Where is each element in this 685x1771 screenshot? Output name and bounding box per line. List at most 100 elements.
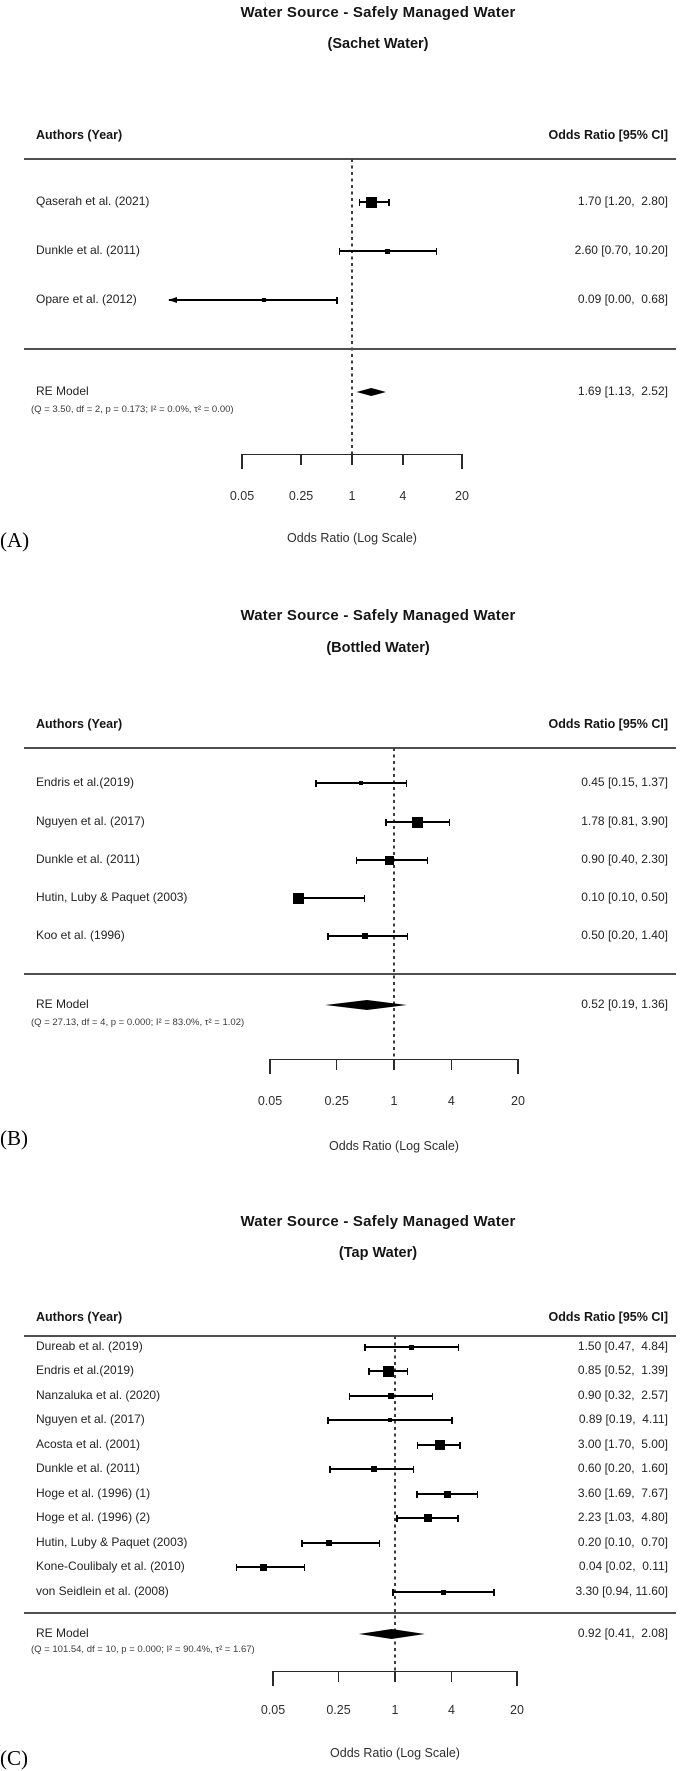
re-model-value: 1.69 [1.13, 2.52] — [577, 384, 668, 398]
x-axis-label: Odds Ratio (Log Scale) — [329, 1139, 459, 1153]
study-author-label: Hoge et al. (1996) (1) — [36, 1486, 151, 1500]
x-axis-tick-label: 4 — [447, 1703, 455, 1717]
ci-arrow-left — [168, 296, 178, 303]
x-axis-label: Odds Ratio (Log Scale) — [287, 531, 417, 545]
reference-line-or-1 — [394, 1336, 396, 1671]
re-model-value: 0.52 [0.19, 1.36] — [581, 997, 668, 1011]
header-rule — [24, 747, 676, 749]
study-author-label: Dunkle et al. (2011) — [36, 852, 140, 866]
panel-title: Water Source - Safely Managed Water — [240, 607, 516, 624]
or-value-label: 0.90 [0.40, 2.30] — [581, 852, 668, 866]
forest-panel-c: Water Source - Safely Managed Water (Tap… — [0, 1195, 685, 1771]
summary-rule — [24, 1612, 676, 1614]
ci-whisker — [169, 299, 338, 301]
x-axis-label: Odds Ratio (Log Scale) — [330, 1746, 460, 1760]
ci-cap-high — [303, 1563, 306, 1571]
re-model-diamond — [356, 388, 386, 396]
ci-cap-low — [315, 779, 317, 787]
point-estimate-marker — [382, 1365, 394, 1377]
study-author-label: Opare et al. (2012) — [36, 292, 137, 306]
ci-cap-high — [476, 1490, 478, 1498]
column-header-authors: Authors (Year) — [36, 1310, 123, 1324]
or-value-label: 0.20 [0.10, 0.70] — [577, 1535, 668, 1549]
study-author-label: Dunkle et al. (2011) — [36, 1461, 140, 1475]
ci-cap-high — [459, 1441, 461, 1449]
study-author-label: Dunkle et al. (2011) — [36, 243, 140, 257]
x-axis-tick-label: 1 — [348, 489, 356, 503]
re-model-label: RE Model — [36, 1626, 89, 1640]
panel-subtitle: (Sachet Water) — [327, 36, 429, 52]
forest-panel-b: Water Source - Safely Managed Water (Bot… — [0, 560, 685, 1195]
ci-cap-low — [327, 932, 329, 940]
ci-cap-low — [327, 1416, 329, 1424]
header-rule — [24, 1335, 676, 1337]
study-author-label: Hutin, Luby & Paquet (2003) — [36, 890, 188, 904]
ci-cap-high — [336, 296, 338, 304]
x-axis-tick — [241, 454, 243, 469]
x-axis-tick — [402, 454, 404, 465]
study-author-label: Nguyen et al. (2017) — [36, 814, 145, 828]
or-value-label: 0.60 [0.20, 1.60] — [577, 1461, 668, 1475]
ci-cap-low — [396, 1514, 398, 1522]
re-model-stats: (Q = 27.13, df = 4, p = 0.000; I² = 83.0… — [31, 1017, 245, 1028]
ci-cap-low — [358, 198, 361, 206]
x-axis-tick — [269, 1059, 271, 1074]
ci-cap-high — [412, 1465, 415, 1473]
point-estimate-marker — [423, 1514, 432, 1522]
ci-whisker — [235, 1566, 306, 1568]
point-estimate-marker — [358, 781, 363, 785]
ci-whisker — [301, 1542, 381, 1544]
point-estimate-marker — [443, 1490, 451, 1498]
re-model-diamond — [325, 1000, 407, 1010]
reference-line-or-1 — [393, 748, 395, 1059]
column-header-authors: Authors (Year) — [36, 128, 123, 142]
or-value-label: 0.85 [0.52, 1.39] — [577, 1363, 668, 1377]
x-axis-tick-label: 4 — [399, 489, 407, 503]
point-estimate-marker — [412, 816, 424, 828]
study-author-label: Koo et al. (1996) — [36, 928, 125, 942]
reference-line-or-1 — [351, 159, 353, 454]
study-author-label: Qaserah et al. (2021) — [36, 194, 150, 208]
ci-cap-high — [457, 1514, 459, 1522]
study-author-label: Dureab et al. (2019) — [36, 1339, 143, 1353]
x-axis-tick-label: 1 — [390, 1094, 398, 1108]
x-axis-tick — [450, 1059, 453, 1070]
ci-cap-low — [416, 1441, 418, 1449]
x-axis-tick-label: 0.25 — [288, 489, 314, 503]
panel-subtitle: (Tap Water) — [338, 1245, 418, 1261]
or-value-label: 2.23 [1.03, 4.80] — [577, 1510, 668, 1524]
x-axis-tick-label: 0.25 — [326, 1703, 351, 1717]
summary-rule — [24, 973, 676, 975]
study-author-label: Kone-Coulibaly et al. (2010) — [36, 1559, 185, 1573]
ci-cap-low — [301, 1539, 303, 1547]
or-value-label: 0.10 [0.10, 0.50] — [581, 890, 668, 904]
panel-subtitle: (Bottled Water) — [326, 640, 430, 656]
forest-panel-a: Water Source - Safely Managed Water (Sac… — [0, 0, 685, 560]
or-value-label: 3.00 [1.70, 5.00] — [577, 1437, 668, 1451]
x-axis-tick-label: 1 — [391, 1703, 399, 1717]
study-author-label: Hutin, Luby & Paquet (2003) — [36, 1535, 188, 1549]
or-value-label: 2.60 [0.70, 10.20] — [574, 243, 668, 257]
re-model-label: RE Model — [36, 997, 89, 1011]
x-axis-tick — [335, 1059, 338, 1070]
study-author-label: von Seidlein et al. (2008) — [36, 1584, 169, 1598]
panel-title: Water Source - Safely Managed Water — [240, 4, 516, 21]
point-estimate-marker — [387, 1393, 394, 1399]
column-header-odds-ratio: Odds Ratio [95% CI] — [548, 717, 668, 731]
or-value-label: 3.30 [0.94, 11.60] — [575, 1584, 668, 1598]
ci-cap-high — [448, 818, 451, 826]
x-axis-tick-label: 4 — [447, 1094, 455, 1108]
summary-rule — [24, 348, 676, 350]
column-header-odds-ratio: Odds Ratio [95% CI] — [548, 1310, 668, 1324]
x-axis-tick — [272, 1671, 274, 1686]
or-value-label: 0.90 [0.32, 2.57] — [577, 1388, 668, 1402]
x-axis-tick — [337, 1671, 340, 1682]
ci-cap-low — [235, 1563, 238, 1571]
or-value-label: 1.70 [1.20, 2.80] — [577, 194, 668, 208]
ci-cap-low — [385, 818, 387, 826]
point-estimate-marker — [260, 1563, 268, 1571]
ci-cap-low — [356, 856, 358, 864]
point-estimate-marker — [385, 855, 395, 865]
ci-cap-low — [348, 1392, 350, 1400]
